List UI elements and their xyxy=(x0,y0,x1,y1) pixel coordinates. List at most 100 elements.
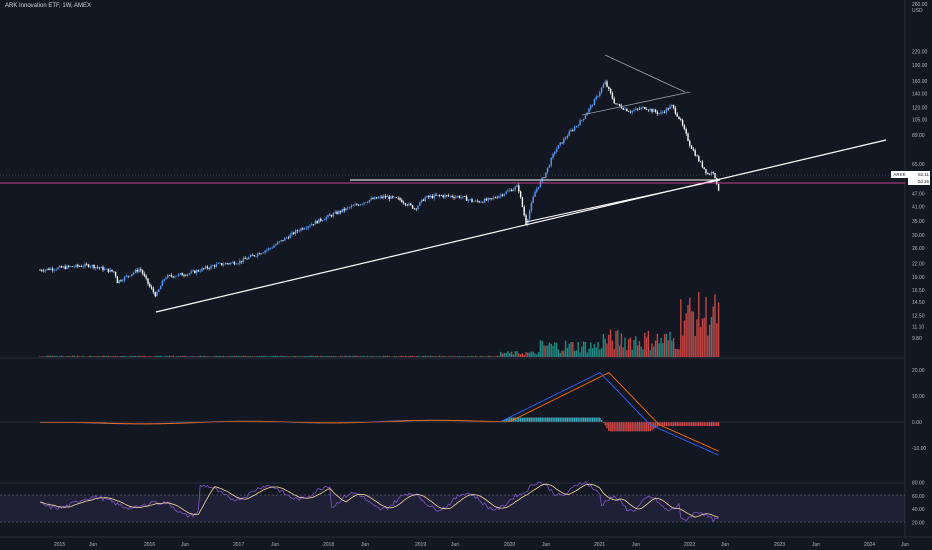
volume-bar xyxy=(440,356,443,357)
candle-body xyxy=(165,277,167,280)
macd-histogram-bar xyxy=(582,417,585,422)
candle-body xyxy=(428,195,430,198)
price-tick-label: 14.50 xyxy=(912,300,925,306)
volume-bar xyxy=(653,346,655,357)
volume-bar xyxy=(75,356,77,357)
macd-tick-label: 10.00 xyxy=(912,394,925,400)
macd-histogram-bar xyxy=(624,422,626,432)
candle-body xyxy=(228,263,230,265)
candle-body xyxy=(267,248,270,250)
volume-bar xyxy=(348,355,351,357)
triangle-upper xyxy=(604,54,686,93)
volume-bar xyxy=(203,355,205,357)
candle-body xyxy=(287,237,290,239)
candle-body xyxy=(455,196,457,198)
candle-body xyxy=(690,145,693,150)
candle-body xyxy=(172,276,174,278)
macd-histogram-bar xyxy=(627,422,630,432)
candle-body xyxy=(550,157,552,166)
volume-bar xyxy=(64,356,66,357)
volume-bar xyxy=(123,356,126,357)
volume-bar xyxy=(120,355,122,357)
macd-histogram-bar xyxy=(642,422,644,432)
macd-histogram-bar xyxy=(568,417,570,422)
volume-bar xyxy=(509,352,511,357)
price-tick-label: 41.00 xyxy=(912,204,925,210)
candle-body xyxy=(397,197,399,199)
volume-bar xyxy=(665,333,668,357)
candle-body xyxy=(278,241,281,243)
candle-body xyxy=(294,230,297,235)
volume-bar xyxy=(95,356,97,357)
volume-bar xyxy=(165,355,167,357)
volume-bar xyxy=(386,355,389,357)
price-tick-label: 26.00 xyxy=(912,246,925,252)
candle-body xyxy=(242,258,245,262)
candle-body xyxy=(514,186,516,190)
volume-bar xyxy=(239,356,241,357)
macd-histogram-bar xyxy=(588,417,590,422)
candle-body xyxy=(401,199,403,203)
volume-bar xyxy=(167,356,169,357)
candle-body xyxy=(93,264,95,269)
candle-body xyxy=(107,268,110,272)
volume-bar xyxy=(554,342,556,357)
volume-bar xyxy=(57,356,59,357)
candle-body xyxy=(627,111,630,112)
volume-bar xyxy=(352,355,354,357)
bar-countdown: 2d 16 xyxy=(908,178,930,185)
candle-body xyxy=(440,195,443,197)
candle-body xyxy=(361,203,363,205)
candle-body xyxy=(80,266,83,267)
macd-histogram-bar xyxy=(611,422,614,432)
macd-histogram-bar xyxy=(660,422,662,427)
macd-histogram-bar xyxy=(613,422,615,432)
volume-bar xyxy=(131,355,133,357)
macd-histogram-bar xyxy=(681,422,684,427)
candle-body xyxy=(134,269,137,273)
volume-bar xyxy=(482,356,484,357)
candle-body xyxy=(62,266,65,268)
candle-body xyxy=(140,269,142,271)
volume-bar xyxy=(98,356,101,357)
volume-bar xyxy=(152,356,155,357)
candle-body xyxy=(186,274,189,276)
volume-bar xyxy=(89,355,92,357)
macd-histogram-bar xyxy=(510,417,513,422)
volume-bar xyxy=(204,356,207,357)
candle-body xyxy=(46,268,48,270)
volume-bar xyxy=(716,323,718,357)
time-tick-label: 2015 xyxy=(54,542,65,548)
trendline-support xyxy=(155,139,887,313)
macd-histogram-bar xyxy=(507,418,509,422)
volume-bar xyxy=(698,292,700,357)
candle-body xyxy=(672,104,675,108)
candle-body xyxy=(591,105,594,106)
volume-bar xyxy=(190,356,192,357)
macd-histogram-bar xyxy=(609,422,612,432)
volume-bar xyxy=(222,355,225,357)
volume-bar xyxy=(644,332,646,357)
volume-bar xyxy=(154,356,156,357)
price-axis-header: 260.00 USD xyxy=(912,2,927,14)
candle-body xyxy=(523,206,525,216)
rsi-ma-line xyxy=(39,483,719,518)
volume-bar xyxy=(217,356,219,357)
candle-body xyxy=(707,173,709,174)
candle-body xyxy=(264,250,266,253)
candle-body xyxy=(104,268,106,271)
volume-bar xyxy=(417,355,419,357)
volume-bar xyxy=(460,356,462,357)
candle-body xyxy=(190,271,192,274)
volume-bar xyxy=(307,356,309,357)
time-tick-label: 2017 xyxy=(233,542,244,548)
volume-bar xyxy=(672,338,675,357)
volume-bar xyxy=(77,355,79,357)
candle-body xyxy=(275,244,277,246)
candle-body xyxy=(446,195,448,196)
candle-body xyxy=(609,88,612,94)
candle-body xyxy=(226,263,228,264)
candle-body xyxy=(566,136,569,138)
